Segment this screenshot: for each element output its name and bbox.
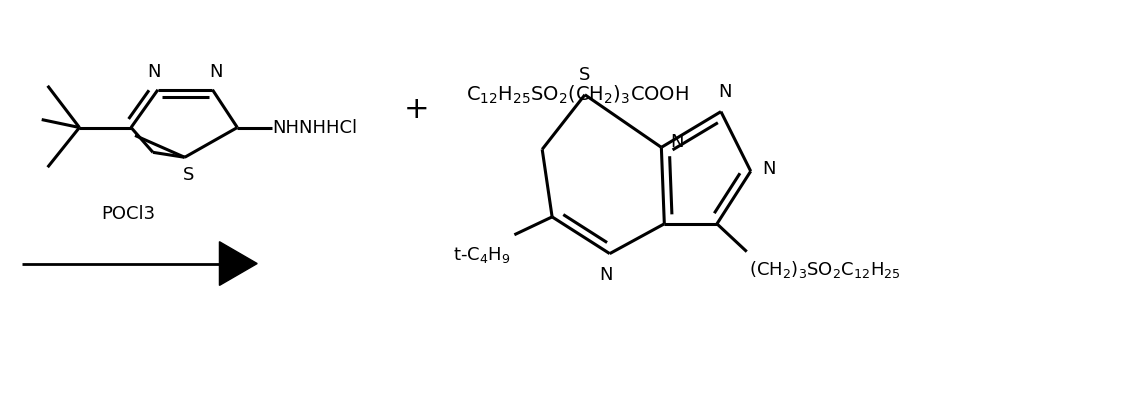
Text: N: N xyxy=(147,63,160,81)
Text: N: N xyxy=(762,160,775,178)
Text: S: S xyxy=(579,66,590,84)
Text: C$_{12}$H$_{25}$SO$_{2}$(CH$_{2}$)$_{3}$COOH: C$_{12}$H$_{25}$SO$_{2}$(CH$_{2}$)$_{3}$… xyxy=(466,83,689,106)
Text: t-C$_4$H$_9$: t-C$_4$H$_9$ xyxy=(453,245,511,265)
Text: +: + xyxy=(404,95,429,124)
Text: N: N xyxy=(209,63,223,81)
Polygon shape xyxy=(219,242,257,285)
Text: N: N xyxy=(599,267,613,284)
Text: (CH$_2$)$_3$SO$_2$C$_{12}$H$_{25}$: (CH$_2$)$_3$SO$_2$C$_{12}$H$_{25}$ xyxy=(749,259,901,280)
Text: NHNHHCl: NHNHHCl xyxy=(272,119,357,136)
Text: POCl3: POCl3 xyxy=(101,205,155,223)
Text: S: S xyxy=(183,166,194,184)
Text: N: N xyxy=(719,83,731,101)
Text: N: N xyxy=(671,133,684,151)
